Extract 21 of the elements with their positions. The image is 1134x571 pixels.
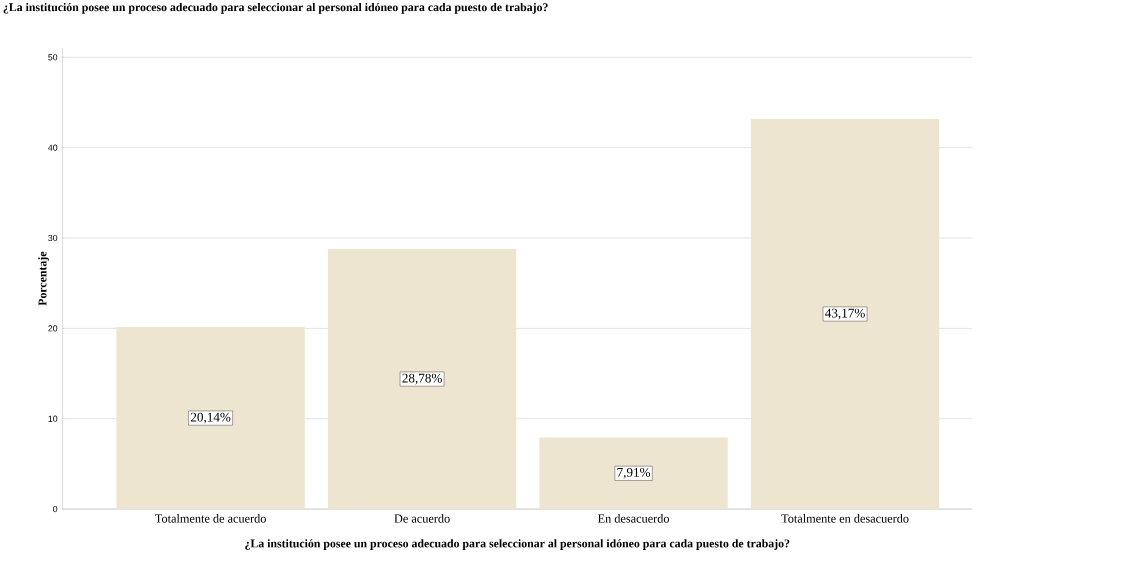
y-tick-label: 20	[48, 325, 58, 332]
bar	[750, 118, 940, 509]
x-tick-label: Totalmente de acuerdo	[155, 513, 266, 523]
data-label: 7,91%	[617, 467, 651, 479]
bar	[539, 437, 728, 509]
x-tick-label: De acuerdo	[394, 513, 450, 523]
y-tick-label: 10	[48, 415, 58, 422]
y-tick-label: 0	[53, 505, 58, 513]
chart-title: ¿La institución posee un proceso adecuado para seleccionar al personal idóneo para cada puesto de trabajo?	[3, 2, 548, 14]
y-axis-title: Porcentaje	[38, 251, 49, 306]
y-tick-label: 30	[48, 234, 58, 241]
x-axis-title: ¿La institución posee un proceso adecuado para seleccionar al personal idóneo para cada puesto de trabajo?	[245, 539, 790, 550]
x-tick-label: Totalmente en desacuerdo	[781, 513, 909, 523]
y-tick-label: 50	[48, 54, 58, 61]
data-label: 28,78%	[402, 373, 442, 385]
data-label: 43,17%	[825, 308, 865, 320]
y-tick-label: 40	[48, 144, 58, 151]
bar	[116, 326, 305, 509]
x-tick-label: En desacuerdo	[598, 513, 670, 523]
bar	[327, 248, 517, 509]
data-label: 20,14%	[190, 412, 231, 424]
